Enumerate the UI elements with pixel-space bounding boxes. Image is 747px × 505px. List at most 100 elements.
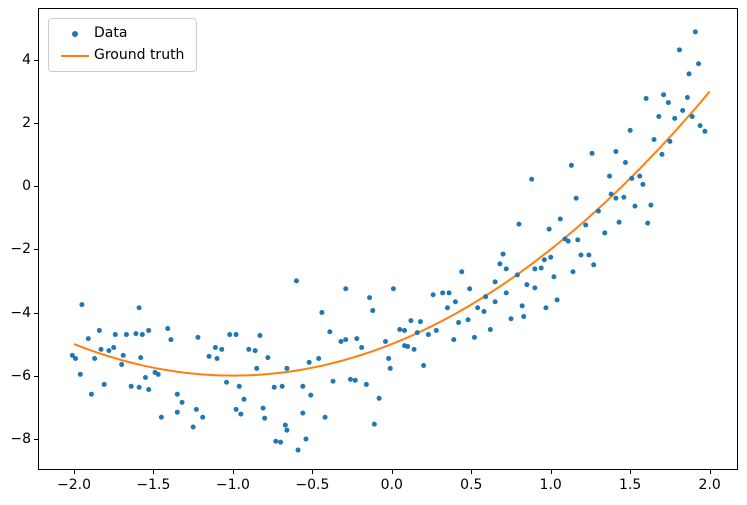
data-point <box>273 438 279 444</box>
x-axis-tick-mark <box>550 470 552 474</box>
data-point <box>354 336 360 342</box>
data-point <box>224 379 230 385</box>
legend-marker-cell <box>56 54 94 57</box>
data-point <box>200 414 206 420</box>
data-point <box>382 338 388 344</box>
data-point <box>521 314 527 320</box>
data-point <box>397 327 403 332</box>
data-point <box>408 318 414 324</box>
data-point <box>702 128 708 134</box>
data-point <box>591 262 597 268</box>
legend-marker-cell <box>56 30 94 37</box>
data-point <box>195 334 201 340</box>
data-point <box>648 202 654 208</box>
legend-item-data: Data <box>56 24 184 43</box>
data-point <box>295 447 301 453</box>
data-point <box>524 282 530 288</box>
data-point <box>271 384 277 390</box>
legend-label-ground-truth: Ground truth <box>94 47 185 63</box>
data-point <box>459 269 465 275</box>
x-axis-tick-label: 0.0 <box>380 477 403 493</box>
data-point <box>254 365 260 371</box>
data-point <box>316 356 322 362</box>
data-point <box>481 309 487 315</box>
data-point <box>136 305 142 311</box>
data-point <box>241 396 247 402</box>
data-point <box>92 356 98 362</box>
data-point <box>138 355 144 361</box>
data-point <box>529 176 535 182</box>
data-point <box>425 332 431 338</box>
data-point <box>487 327 493 332</box>
data-point <box>179 399 185 405</box>
data-point <box>589 150 595 156</box>
data-point <box>667 138 673 144</box>
legend-item-ground-truth: Ground truth <box>56 46 184 65</box>
data-point <box>165 326 171 332</box>
data-point <box>278 439 284 445</box>
x-axis-tick-mark <box>312 470 314 474</box>
data-point <box>174 391 180 397</box>
x-axis-tick-label: 2.0 <box>698 477 721 493</box>
data-point <box>343 337 349 343</box>
data-point <box>543 305 549 311</box>
data-point <box>142 374 148 380</box>
data-point <box>686 71 692 77</box>
data-point <box>236 383 242 389</box>
scatter-chart-canvas <box>69 29 711 453</box>
data-point <box>376 395 382 401</box>
x-axis-tick-mark <box>74 470 75 474</box>
data-point <box>158 414 164 420</box>
data-point <box>69 352 75 358</box>
y-axis-tick-mark <box>34 60 38 61</box>
x-axis-tick-label: −0.5 <box>295 477 330 493</box>
x-axis-tick-label: 1.0 <box>539 477 562 493</box>
data-point <box>467 286 473 292</box>
legend: Data Ground truth <box>48 18 198 72</box>
y-axis-tick-label: −6 <box>10 367 31 384</box>
y-axis-tick-mark <box>34 438 38 440</box>
y-axis-tick-label: −2 <box>10 241 31 258</box>
data-point <box>227 332 233 338</box>
data-point <box>613 195 619 201</box>
data-point <box>155 371 161 377</box>
data-point <box>120 352 126 358</box>
data-point <box>519 303 525 309</box>
data-point <box>613 149 619 154</box>
data-point <box>575 237 581 243</box>
data-point <box>578 252 584 258</box>
data-point <box>503 266 509 272</box>
data-point <box>139 332 145 338</box>
x-axis-tick-mark <box>232 470 234 474</box>
data-point <box>602 230 608 236</box>
data-point <box>492 299 498 305</box>
data-point <box>306 359 312 365</box>
x-axis-tick-label: −1.0 <box>215 477 250 493</box>
data-point <box>421 362 427 368</box>
data-point <box>640 181 646 187</box>
legend-label-data: Data <box>94 25 128 41</box>
x-axis-tick-mark <box>471 470 473 474</box>
data-point <box>643 95 649 101</box>
data-point <box>689 113 695 119</box>
data-point <box>387 365 393 371</box>
data-point <box>265 355 271 361</box>
data-point <box>303 436 309 442</box>
data-point <box>411 346 417 352</box>
data-point <box>417 319 423 325</box>
data-point <box>119 362 125 368</box>
data-point <box>279 383 285 389</box>
ground-truth-curve <box>73 90 711 377</box>
data-point <box>233 332 239 338</box>
data-point <box>684 95 690 101</box>
data-point <box>128 383 134 389</box>
data-point <box>136 384 142 390</box>
data-point <box>293 278 299 284</box>
data-point <box>621 194 627 200</box>
data-point <box>343 286 349 292</box>
data-point <box>583 222 589 228</box>
y-axis-tick-label: 0 <box>22 178 31 195</box>
data-point <box>465 317 471 323</box>
data-point <box>627 127 633 133</box>
